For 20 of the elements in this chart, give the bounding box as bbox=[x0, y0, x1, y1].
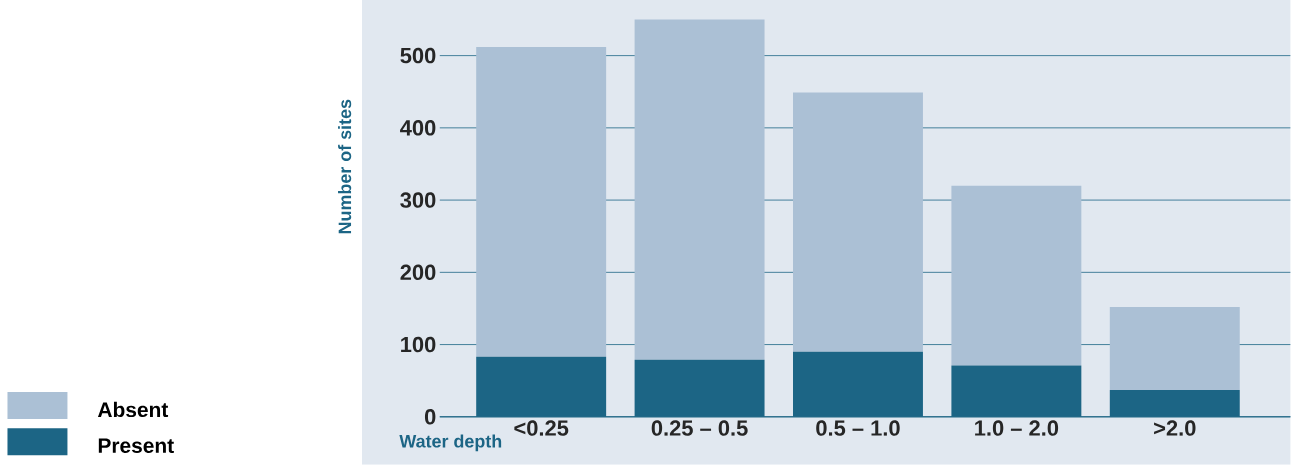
y-tick-label: 400 bbox=[400, 120, 436, 136]
bar bbox=[1109, 307, 1240, 391]
x-tick-label: 1.0 – 2.0 bbox=[975, 420, 1059, 436]
y-axis-title: Number of sites bbox=[338, 99, 352, 234]
bar bbox=[476, 47, 607, 357]
y-tick-label: 100 bbox=[401, 336, 436, 353]
legend-label: Absent bbox=[97, 401, 169, 418]
y-tick-label: 300 bbox=[400, 192, 436, 208]
x-axis-title: Water depth bbox=[399, 434, 502, 452]
y-tick-label: 500 bbox=[400, 47, 436, 64]
y-tick-label: 0 bbox=[424, 409, 436, 425]
x-tick-label: 0.25 – 0.5 bbox=[651, 420, 748, 436]
bar bbox=[793, 92, 923, 352]
x-tick-label: 0.5 – 1.0 bbox=[816, 420, 900, 436]
bar bbox=[634, 19, 765, 360]
x-tick-label: >2.0 bbox=[1154, 420, 1196, 436]
y-tick-label: 200 bbox=[400, 264, 436, 281]
legend-label: Present bbox=[98, 438, 174, 454]
x-tick-label: <0.25 bbox=[514, 420, 569, 436]
bar bbox=[951, 185, 1082, 366]
